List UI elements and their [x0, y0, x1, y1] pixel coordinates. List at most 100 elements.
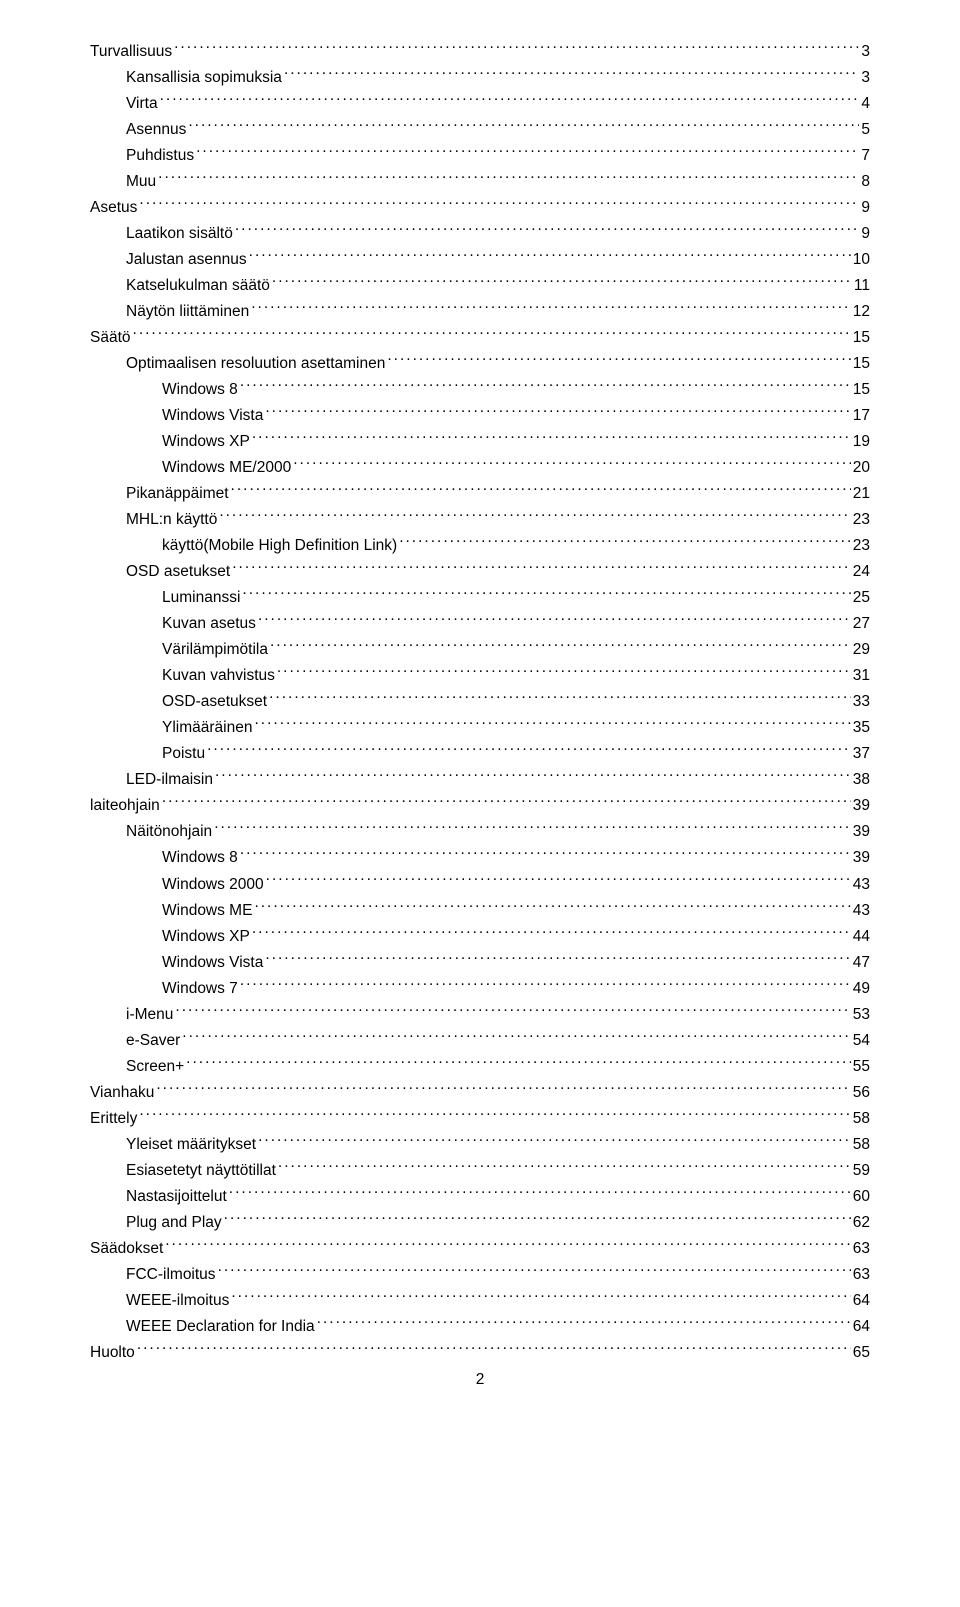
toc-page-number: 8 — [861, 170, 870, 194]
toc-page-number: 20 — [853, 456, 870, 480]
toc-row: Ylimääräinen35 — [90, 716, 870, 740]
toc-page-number: 23 — [853, 534, 870, 558]
toc-label: Nastasijoittelut — [126, 1185, 227, 1209]
toc-row: Poistu 37 — [90, 742, 870, 766]
toc-label: Laatikon sisältö — [126, 222, 233, 246]
toc-page-number: 39 — [853, 820, 870, 844]
toc-label: OSD asetukset — [126, 560, 230, 584]
toc-label: Näitönohjain — [126, 820, 212, 844]
toc-row: Yleiset määritykset58 — [90, 1133, 870, 1157]
toc-label: laiteohjain — [90, 794, 160, 818]
toc-leader-dots — [231, 1289, 850, 1305]
toc-leader-dots — [139, 197, 859, 213]
toc-label: Virta — [126, 92, 158, 116]
toc-leader-dots — [219, 509, 850, 525]
toc-page-number: 3 — [861, 40, 870, 64]
toc-row: Windows XP 44 — [90, 925, 870, 949]
toc-label: Windows Vista — [162, 404, 263, 428]
toc-leader-dots — [162, 795, 851, 811]
toc-leader-dots — [277, 665, 851, 681]
toc-page-number: 56 — [853, 1081, 870, 1105]
toc-row: WEEE-ilmoitus64 — [90, 1289, 870, 1313]
toc-row: Asetus9 — [90, 196, 870, 220]
toc-row: Windows ME43 — [90, 899, 870, 923]
toc-leader-dots — [160, 93, 860, 109]
toc-label: Muu — [126, 170, 156, 194]
toc-label: Huolto — [90, 1341, 135, 1365]
toc-page-number: 63 — [853, 1237, 870, 1261]
toc-label: Windows 8 — [162, 378, 238, 402]
toc-page-number: 7 — [861, 144, 870, 168]
toc-row: Windows 8 15 — [90, 378, 870, 402]
toc-leader-dots — [293, 457, 851, 473]
toc-leader-dots — [156, 1081, 850, 1097]
toc-page-number: 10 — [853, 248, 870, 272]
toc-leader-dots — [270, 639, 851, 655]
toc-label: WEEE-ilmoitus — [126, 1289, 229, 1313]
toc-page-number: 5 — [861, 118, 870, 142]
toc-label: LED-ilmaisin — [126, 768, 213, 792]
toc-row: WEEE Declaration for India64 — [90, 1315, 870, 1339]
toc-row: Laatikon sisältö9 — [90, 222, 870, 246]
toc-leader-dots — [240, 379, 851, 395]
toc-leader-dots — [229, 1185, 851, 1201]
toc-row: käyttö(Mobile High Definition Link)23 — [90, 534, 870, 558]
toc-row: Windows 839 — [90, 846, 870, 870]
toc-page-number: 33 — [853, 690, 870, 714]
toc-leader-dots — [133, 327, 851, 343]
toc-label: Näytön liittäminen — [126, 300, 249, 324]
toc-row: Luminanssi25 — [90, 586, 870, 610]
toc-page-number: 64 — [853, 1315, 870, 1339]
toc-leader-dots — [235, 223, 860, 239]
toc-row: Windows XP19 — [90, 430, 870, 454]
toc-leader-dots — [240, 847, 851, 863]
toc-leader-dots — [242, 587, 850, 603]
toc-label: MHL:n käyttö — [126, 508, 217, 532]
toc-leader-dots — [278, 1159, 851, 1175]
toc-row: Erittely58 — [90, 1107, 870, 1131]
toc-label: Windows XP — [162, 430, 250, 454]
toc-label: Kansallisia sopimuksia — [126, 66, 282, 90]
toc-label: OSD-asetukset — [162, 690, 267, 714]
toc-page-number: 38 — [853, 768, 870, 792]
toc-leader-dots — [258, 1133, 851, 1149]
toc-page-number: 15 — [853, 326, 870, 350]
toc-page-number: 37 — [853, 742, 870, 766]
toc-page-number: 15 — [853, 378, 870, 402]
toc-page-number: 44 — [853, 925, 870, 949]
toc-leader-dots — [387, 353, 850, 369]
toc-row: Näitönohjain 39 — [90, 820, 870, 844]
toc-leader-dots — [158, 171, 859, 187]
toc-leader-dots — [251, 301, 851, 317]
toc-page-number: 31 — [853, 664, 870, 688]
toc-label: Yleiset määritykset — [126, 1133, 256, 1157]
toc-row: Optimaalisen resoluution asettaminen15 — [90, 352, 870, 376]
toc-label: Jalustan asennus — [126, 248, 247, 272]
toc-row: Turvallisuus3 — [90, 40, 870, 64]
toc-label: Screen+ — [126, 1055, 184, 1079]
toc-leader-dots — [232, 561, 851, 577]
toc-label: Asennus — [126, 118, 186, 142]
toc-page-number: 27 — [853, 612, 870, 636]
toc-row: i-Menu 53 — [90, 1003, 870, 1027]
toc-page-number: 4 — [861, 92, 870, 116]
toc-row: LED-ilmaisin 38 — [90, 768, 870, 792]
toc-row: Nastasijoittelut60 — [90, 1185, 870, 1209]
toc-label: i-Menu — [126, 1003, 173, 1027]
toc-label: Poistu — [162, 742, 205, 766]
toc-label: Vianhaku — [90, 1081, 154, 1105]
toc-label: Värilämpimötila — [162, 638, 268, 662]
toc-label: Säätö — [90, 326, 131, 350]
toc-row: FCC-ilmoitus63 — [90, 1263, 870, 1287]
toc-leader-dots — [240, 977, 851, 993]
toc-page-number: 17 — [853, 404, 870, 428]
toc-page-number: 59 — [853, 1159, 870, 1183]
toc-label: Plug and Play — [126, 1211, 222, 1235]
toc-page-number: 55 — [853, 1055, 870, 1079]
toc-row: e-Saver54 — [90, 1029, 870, 1053]
toc-label: Optimaalisen resoluution asettaminen — [126, 352, 385, 376]
toc-row: Säätö 15 — [90, 326, 870, 350]
toc-label: Windows 2000 — [162, 873, 264, 897]
toc-page-number: 53 — [853, 1003, 870, 1027]
toc-label: Windows XP — [162, 925, 250, 949]
